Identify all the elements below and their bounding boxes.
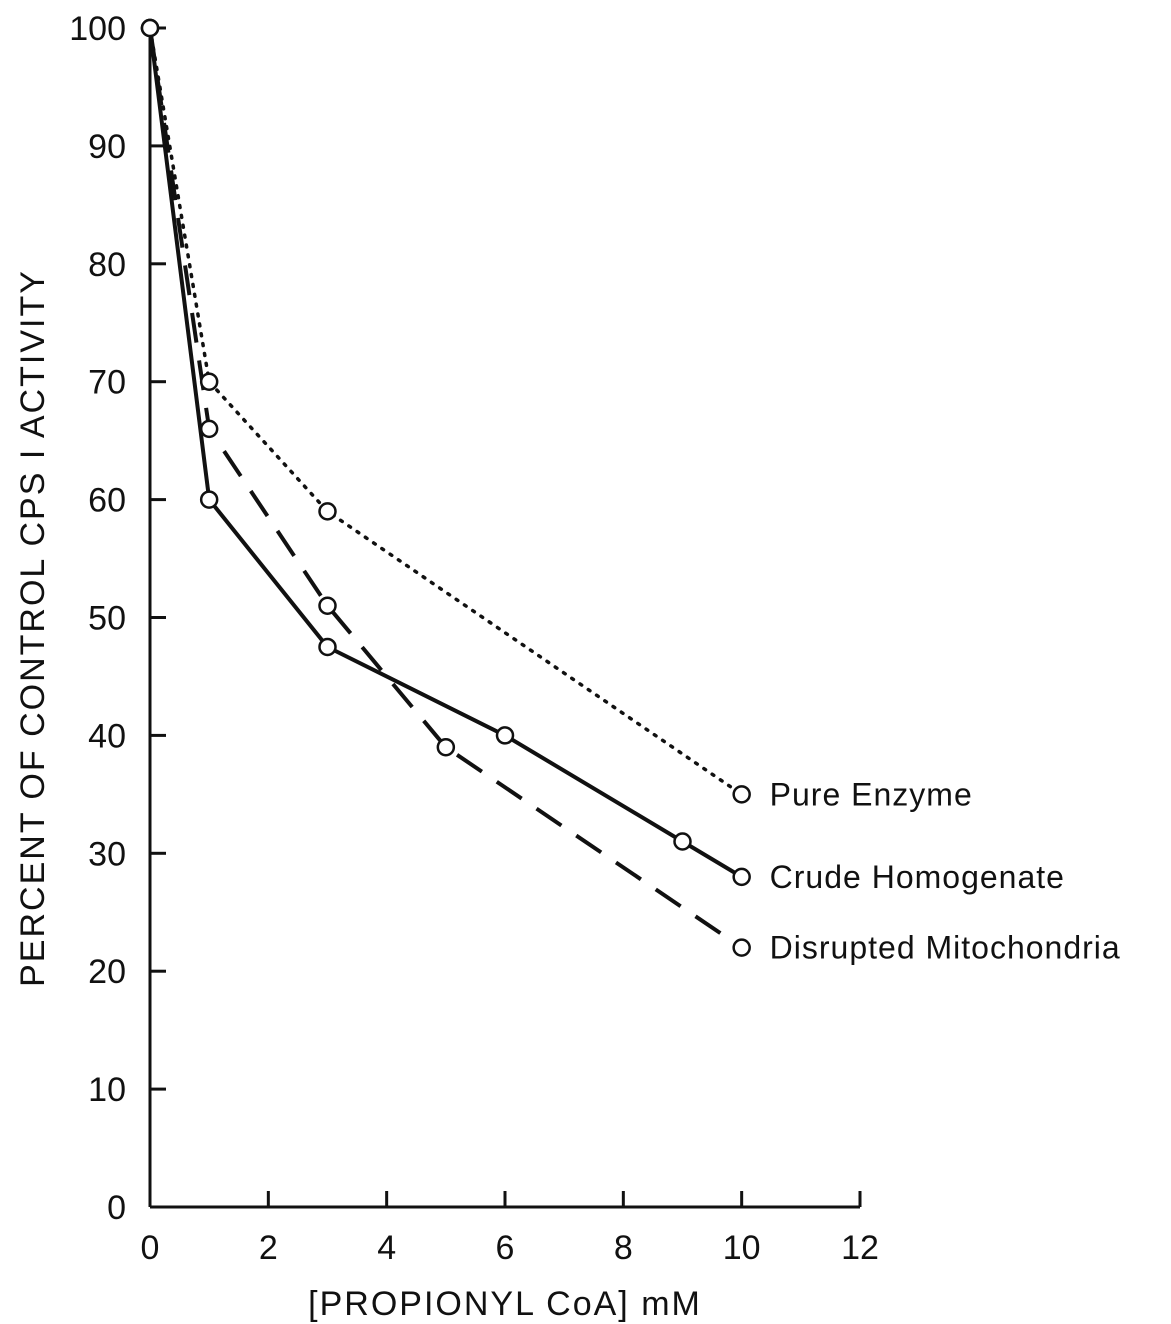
y-tick-label: 100 — [69, 10, 126, 48]
data-point-disrupted-mitochondria — [199, 419, 219, 439]
x-tick-label: 2 — [259, 1229, 278, 1267]
y-tick-label: 10 — [88, 1071, 126, 1109]
data-point-pure-enzyme — [318, 502, 337, 521]
x-tick-label: 12 — [841, 1229, 879, 1267]
data-point-disrupted-mitochondria — [140, 18, 160, 38]
axes: 0 10 20 30 40 50 60 70 80 90 100 0 2 4 6 8 10 12 — [69, 10, 879, 1267]
series-lines — [148, 26, 744, 950]
x-tick-label: 0 — [141, 1229, 160, 1267]
x-tick-label: 8 — [614, 1229, 633, 1267]
y-tick-label: 70 — [88, 364, 126, 402]
y-tick-label: 0 — [107, 1189, 126, 1227]
series-line-disrupted-mitochondria — [148, 27, 743, 950]
series-markers — [140, 18, 751, 957]
y-axis-title: PERCENT OF CONTROL CPS I ACTIVITY — [14, 269, 52, 987]
y-tick-label: 80 — [88, 246, 126, 284]
series-line-crude-homogenate — [148, 27, 743, 879]
y-tick-label: 90 — [88, 128, 126, 166]
data-point-crude-homogenate — [495, 726, 515, 745]
data-point-pure-enzyme — [732, 785, 751, 804]
series-line-pure-enzyme — [148, 26, 744, 797]
data-point-disrupted-mitochondria — [436, 737, 456, 757]
x-axis-title: [PROPIONYL CoA] mM — [308, 1285, 702, 1323]
data-point-crude-homogenate — [199, 490, 219, 509]
x-tick-label: 10 — [723, 1229, 761, 1267]
y-tick-label: 50 — [88, 600, 126, 638]
data-point-crude-homogenate — [318, 637, 337, 657]
data-point-disrupted-mitochondria — [732, 938, 751, 957]
y-tick-label: 30 — [88, 835, 126, 873]
series-labels: Pure Enzyme Crude Homogenate Disrupted Mit… — [770, 776, 1121, 966]
data-point-pure-enzyme — [199, 372, 219, 391]
y-tick-label: 40 — [88, 717, 126, 755]
x-tick-label: 6 — [496, 1229, 515, 1267]
series-label-pure-enzyme: Pure Enzyme — [770, 776, 973, 812]
series-label-disrupted-mitochondria: Disrupted Mitochondria — [770, 930, 1121, 966]
y-tick-label: 60 — [88, 482, 126, 520]
data-point-crude-homogenate — [732, 867, 751, 887]
y-tick-label: 20 — [88, 953, 126, 991]
data-point-crude-homogenate — [673, 832, 692, 851]
x-tick-label: 4 — [377, 1229, 396, 1267]
data-point-disrupted-mitochondria — [318, 596, 337, 615]
series-label-crude-homogenate: Crude Homogenate — [770, 859, 1065, 895]
